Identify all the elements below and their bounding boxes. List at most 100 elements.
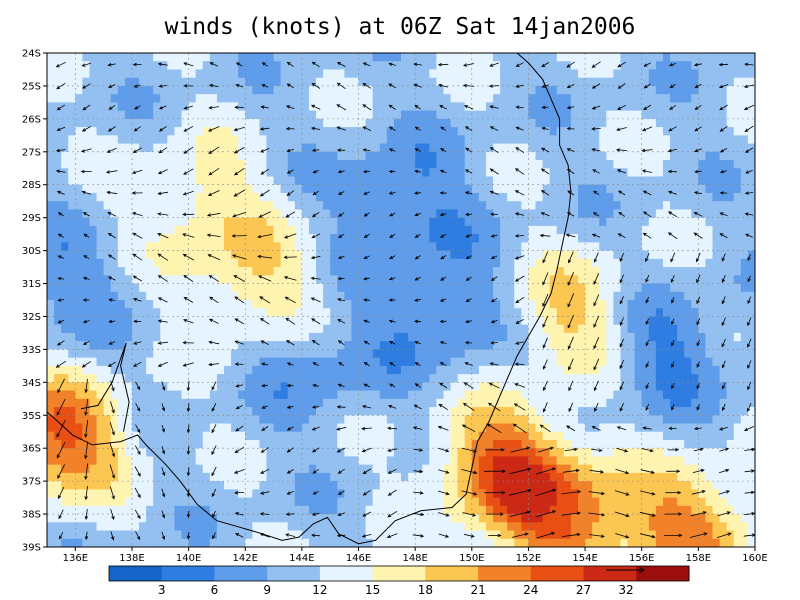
field-cell (443, 225, 452, 235)
field-cell (216, 505, 225, 515)
field-cell (542, 505, 551, 515)
field-cell (464, 472, 473, 482)
field-cell (563, 398, 572, 408)
field-cell (195, 423, 204, 433)
field-cell (578, 324, 586, 334)
field-cell (103, 300, 112, 309)
field-cell (500, 61, 508, 71)
field-cell (54, 505, 62, 515)
field-cell (231, 415, 239, 425)
field-cell (47, 357, 55, 367)
field-cell (89, 151, 98, 161)
field-cell (54, 398, 62, 408)
field-cell (131, 242, 140, 252)
field-cell (259, 415, 268, 425)
field-cell (231, 201, 239, 211)
field-cell (231, 464, 239, 474)
field-cell (478, 283, 487, 293)
field-cell (393, 127, 402, 136)
field-cell (89, 341, 98, 350)
field-cell (393, 530, 402, 540)
field-cell (209, 390, 218, 400)
field-cell (578, 201, 586, 211)
field-cell (181, 201, 190, 211)
field-cell (549, 291, 558, 301)
field-cell (316, 53, 324, 62)
field-cell (485, 168, 494, 178)
field-cell (330, 160, 338, 169)
field-cell (606, 118, 614, 128)
field-cell (160, 184, 168, 194)
field-cell (266, 192, 275, 202)
field-cell (110, 102, 119, 112)
field-cell (585, 407, 593, 416)
field-cell (259, 349, 268, 359)
field-cell (75, 250, 83, 260)
field-cell (599, 464, 607, 474)
field-cell (493, 110, 501, 120)
field-cell (507, 505, 515, 515)
field-cell (372, 415, 381, 425)
field-cell (542, 349, 551, 359)
field-cell (528, 110, 537, 120)
field-cell (75, 505, 83, 515)
field-cell (252, 439, 260, 449)
field-cell (167, 439, 176, 449)
field-cell (471, 439, 480, 449)
field-cell (131, 522, 140, 532)
field-cell (75, 464, 83, 474)
field-cell (216, 407, 225, 416)
field-cell (372, 242, 381, 252)
field-cell (634, 135, 643, 145)
field-cell (585, 332, 593, 342)
field-cell (443, 209, 452, 219)
field-cell (372, 514, 381, 523)
field-cell (47, 242, 55, 252)
field-cell (344, 192, 353, 202)
field-cell (174, 538, 183, 547)
field-cell (599, 415, 607, 425)
field-cell (266, 209, 275, 219)
field-cell (429, 324, 437, 334)
field-cell (528, 357, 537, 367)
field-cell (528, 415, 537, 425)
field-cell (493, 407, 501, 416)
field-cell (429, 242, 437, 252)
field-cell (521, 464, 530, 474)
field-cell (195, 341, 204, 350)
field-cell (89, 201, 98, 211)
field-cell (245, 464, 253, 474)
field-cell (75, 102, 83, 112)
field-cell (117, 332, 126, 342)
field-cell (457, 275, 466, 285)
field-cell (592, 184, 600, 194)
field-cell (521, 489, 530, 499)
field-cell (464, 415, 473, 425)
field-cell (606, 151, 614, 161)
field-cell (117, 151, 126, 161)
field-cell (535, 242, 544, 252)
field-cell (393, 365, 402, 375)
field-cell (358, 77, 367, 87)
field-cell (153, 291, 161, 301)
field-cell (415, 505, 423, 515)
field-cell (358, 110, 367, 120)
field-cell (216, 472, 225, 482)
field-cell (287, 530, 296, 540)
field-cell (252, 53, 260, 62)
field-cell (167, 316, 176, 326)
field-cell (535, 234, 544, 243)
field-cell (528, 283, 537, 293)
field-cell (592, 448, 600, 458)
field-cell (393, 481, 402, 490)
field-cell (599, 365, 607, 375)
field-cell (549, 85, 558, 95)
field-cell (124, 102, 133, 112)
field-cell (372, 349, 381, 359)
field-cell (323, 316, 331, 326)
field-cell (131, 423, 140, 433)
field-cell (599, 398, 607, 408)
field-cell (606, 225, 614, 235)
field-cell (443, 250, 452, 260)
field-cell (478, 225, 487, 235)
